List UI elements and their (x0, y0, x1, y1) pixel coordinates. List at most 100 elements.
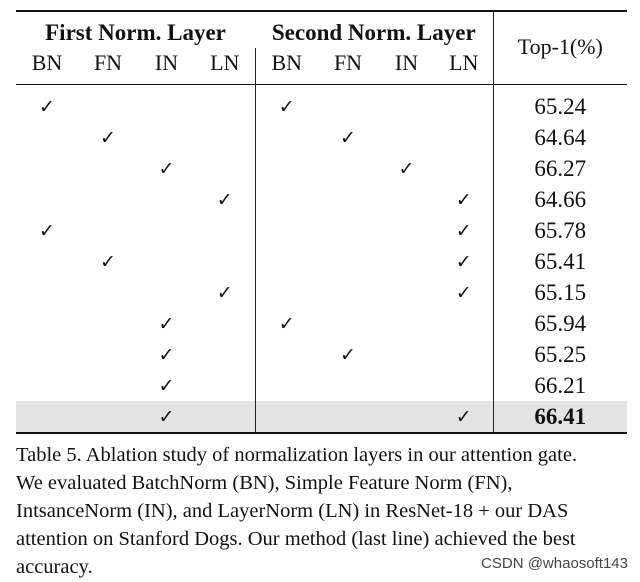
checkmark-icon: ✓ (39, 96, 55, 118)
second-ln-cell (435, 370, 493, 401)
second-fn-cell (318, 277, 378, 308)
second-ln-cell: ✓ (435, 401, 494, 434)
checkmark-icon: ✓ (158, 375, 175, 397)
first-fn-cell (78, 370, 138, 401)
first-in-cell (138, 85, 195, 123)
checkmark-icon: ✓ (216, 282, 233, 304)
second-in-cell (378, 308, 435, 339)
first-ln-cell (195, 246, 255, 277)
checkmark-icon: ✓ (278, 96, 295, 118)
first-in-cell: ✓ (138, 153, 195, 184)
sub-header-row: BN FN IN LN BN FN IN LN (16, 48, 627, 85)
checkmark-icon: ✓ (158, 406, 175, 428)
second-bn-cell: ✓ (254, 308, 318, 339)
second-bn-cell: ✓ (254, 84, 318, 122)
top1-value: 65.15 (492, 277, 628, 308)
first-fn-cell (78, 184, 138, 215)
top1-value: 65.78 (492, 215, 628, 246)
first-in-cell (138, 215, 195, 246)
second-ln-cell: ✓ (435, 277, 493, 308)
first-bn-cell (16, 246, 78, 277)
top1-header: Top-1(%) (492, 10, 628, 85)
first-in-cell (138, 246, 195, 277)
second-in-cell (378, 401, 435, 434)
table-row: ✓ ✓ 64.64 (16, 122, 628, 153)
top1-value: 64.66 (492, 184, 628, 215)
second-in-cell (378, 246, 435, 277)
first-norm-layer-header: First Norm. Layer (16, 10, 255, 48)
first-ln-cell (195, 308, 255, 339)
second-ln-cell (435, 85, 493, 123)
ablation-table: First Norm. Layer Second Norm. Layer Top… (16, 10, 628, 434)
top1-value: 66.27 (492, 153, 628, 184)
second-ln-cell (435, 339, 493, 370)
checkmark-icon: ✓ (158, 158, 175, 180)
first-ln-cell: ✓ (195, 184, 255, 215)
checkmark-icon: ✓ (340, 344, 356, 366)
first-bn-cell (16, 184, 78, 215)
checkmark-icon: ✓ (100, 251, 116, 273)
second-norm-layer-header: Second Norm. Layer (255, 10, 494, 48)
first-in-cell: ✓ (138, 339, 195, 370)
first-bn-cell: ✓ (16, 85, 78, 123)
second-ln-cell (435, 122, 493, 153)
first-fn-cell (78, 215, 138, 246)
first-bn-cell (16, 401, 78, 434)
first-bn-cell (16, 370, 78, 401)
first-ln-cell: ✓ (195, 277, 255, 308)
first-fn-cell: ✓ (78, 122, 138, 153)
table-caption: Table 5. Ablation study of normalization… (16, 444, 578, 578)
checkmark-icon: ✓ (340, 127, 356, 149)
second-in-cell (378, 370, 435, 401)
second-fn-cell (318, 153, 378, 184)
table-row: ✓ 66.21 (16, 370, 628, 401)
checkmark-icon: ✓ (455, 189, 472, 211)
second-fn-cell (318, 184, 378, 215)
second-in-cell (378, 184, 435, 215)
table-row: ✓ ✓ 65.24 (16, 84, 628, 123)
second-in-cell: ✓ (378, 153, 435, 184)
sub-header-ln-2: LN (435, 48, 494, 85)
top1-value: 65.94 (492, 308, 628, 339)
checkmark-icon: ✓ (398, 158, 415, 180)
second-bn-cell (254, 401, 318, 434)
top1-value: 64.64 (492, 122, 628, 153)
table-row: ✓ ✓ 65.25 (16, 339, 628, 370)
checkmark-icon: ✓ (158, 344, 175, 366)
checkmark-icon: ✓ (216, 189, 233, 211)
first-ln-cell (195, 122, 255, 153)
first-in-cell: ✓ (138, 370, 195, 401)
first-bn-cell (16, 277, 78, 308)
second-ln-cell: ✓ (435, 246, 493, 277)
table-row: ✓ ✓ 64.66 (16, 184, 628, 215)
first-in-cell (138, 277, 195, 308)
second-ln-cell: ✓ (435, 184, 493, 215)
second-bn-cell (254, 246, 318, 277)
second-in-cell (378, 277, 435, 308)
sub-header-fn-1: FN (78, 48, 138, 85)
checkmark-icon: ✓ (158, 313, 175, 335)
checkmark-icon: ✓ (455, 406, 472, 428)
first-fn-cell (78, 339, 138, 370)
table-body: ✓ ✓ 65.24 ✓ ✓ 64.64 ✓ ✓ 66.27 ✓ ✓ 64.66 ✓ ✓ 65.78 ✓ ✓ 65.… (16, 84, 628, 434)
second-bn-cell (254, 370, 318, 401)
sub-header-ln-1: LN (195, 48, 255, 85)
second-fn-cell (318, 215, 378, 246)
checkmark-icon: ✓ (455, 220, 472, 242)
table-row: ✓ ✓ 65.41 (16, 246, 628, 277)
second-bn-cell (254, 215, 318, 246)
first-ln-cell (195, 370, 255, 401)
sub-header-fn-2: FN (318, 48, 378, 85)
second-fn-cell (318, 370, 378, 401)
ablation-table-container: First Norm. Layer Second Norm. Layer Top… (16, 10, 628, 434)
sub-header-bn-2: BN (254, 48, 318, 85)
first-fn-cell (78, 277, 138, 308)
first-in-cell: ✓ (138, 308, 195, 339)
second-bn-cell (254, 339, 318, 370)
checkmark-icon: ✓ (278, 313, 295, 335)
second-in-cell (378, 339, 435, 370)
first-bn-cell (16, 153, 78, 184)
first-fn-cell (78, 153, 138, 184)
top1-value: 65.41 (492, 246, 628, 277)
second-fn-cell: ✓ (318, 339, 378, 370)
